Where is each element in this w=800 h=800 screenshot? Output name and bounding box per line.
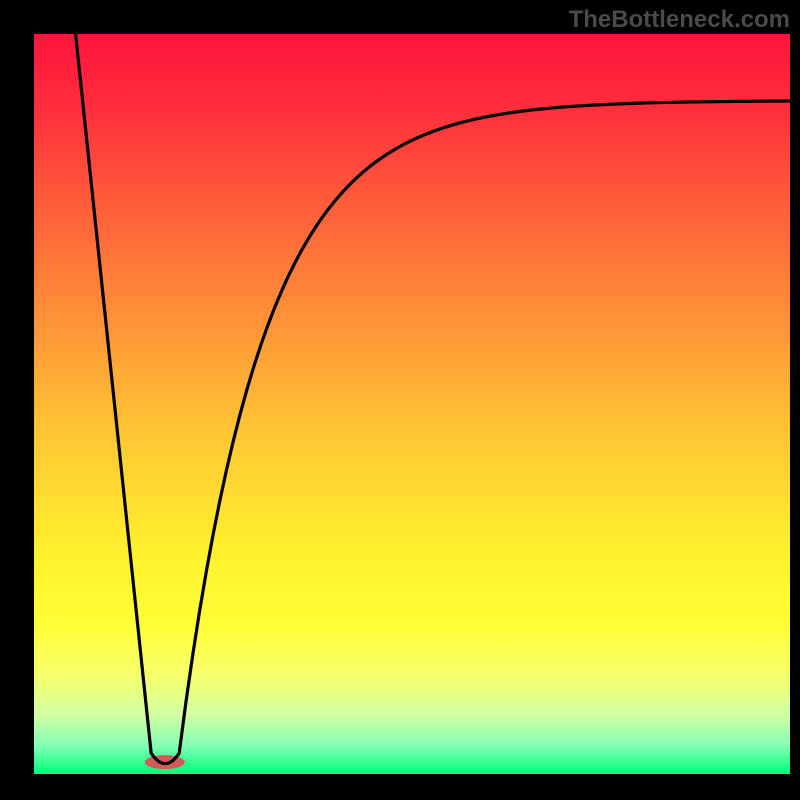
gradient-bg <box>34 34 790 774</box>
chart-container: TheBottleneck.com <box>0 0 800 800</box>
watermark-text: TheBottleneck.com <box>569 6 790 34</box>
chart-svg <box>34 34 790 774</box>
plot-area <box>34 34 790 774</box>
